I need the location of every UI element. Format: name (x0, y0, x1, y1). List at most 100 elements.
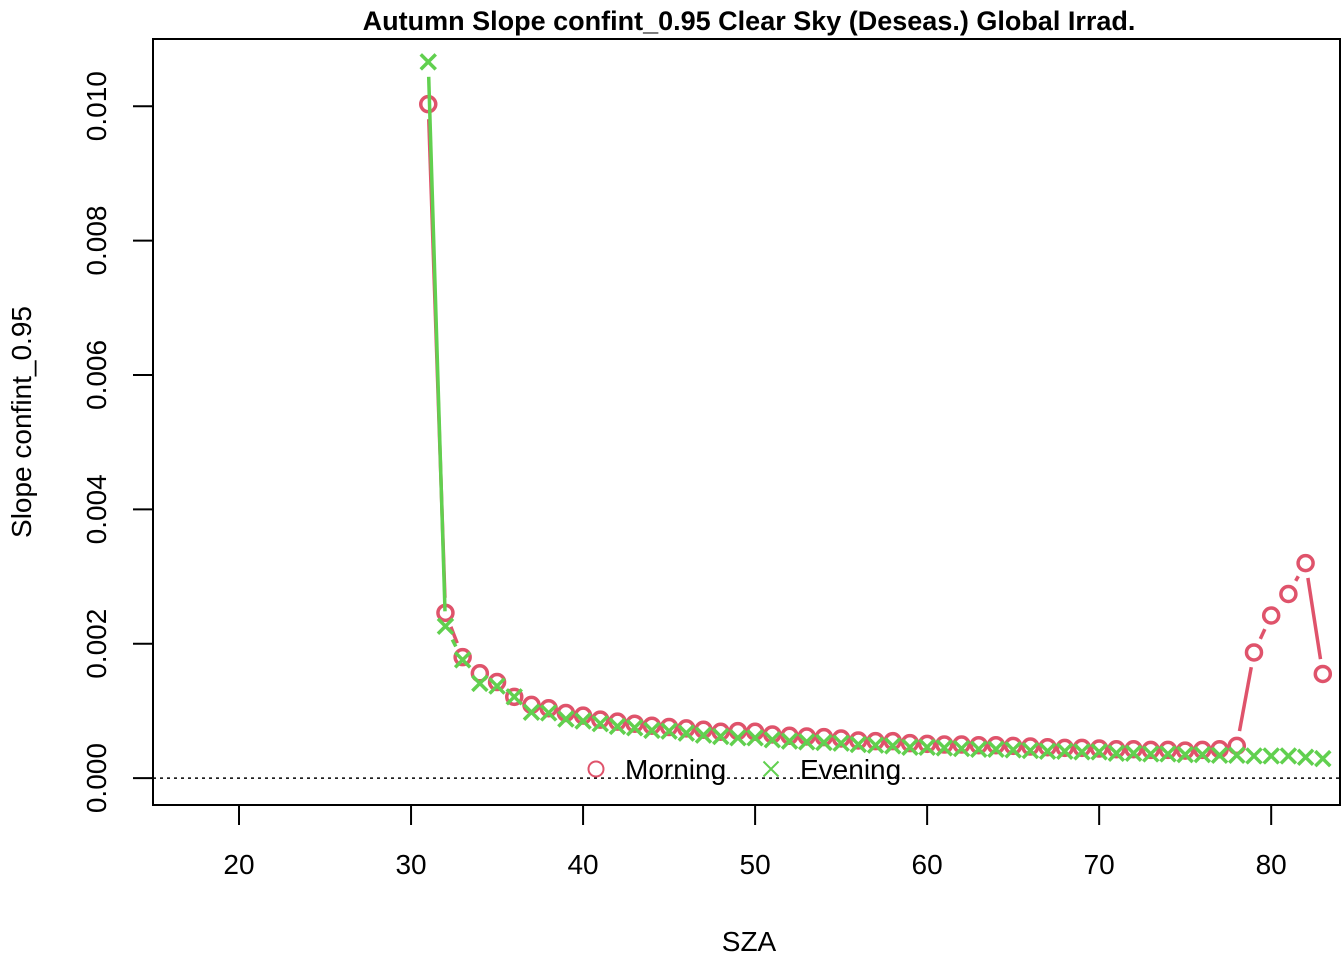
data-point (1296, 748, 1315, 767)
data-point (660, 722, 678, 740)
data-point (487, 672, 507, 692)
data-point (1124, 739, 1143, 759)
legend: Morning Evening (587, 754, 901, 785)
x-tick-label: 70 (1084, 849, 1115, 880)
x-axis-label: SZA (722, 926, 777, 957)
data-point (694, 726, 713, 744)
x-tick-label: 30 (395, 849, 426, 880)
data-point (832, 734, 850, 752)
data-point (1038, 737, 1057, 757)
y-tick-label: 0.002 (81, 609, 112, 679)
chart-title: Autumn Slope confint_0.95 Clear Sky (Des… (363, 6, 1136, 36)
data-point (986, 735, 1006, 755)
data-point (1193, 745, 1212, 764)
data-point (608, 717, 627, 736)
data-point (522, 703, 541, 722)
data-point (591, 714, 610, 733)
data-point (1159, 745, 1177, 763)
data-point (1158, 740, 1178, 760)
data-point (711, 722, 730, 742)
data-point (1142, 745, 1160, 763)
data-point (1244, 643, 1264, 662)
data-point (1279, 747, 1298, 765)
y-tick-label: 0.008 (81, 206, 112, 276)
data-point (1313, 664, 1333, 684)
data-point (1056, 742, 1074, 760)
data-point (1090, 743, 1108, 761)
data-point (987, 740, 1005, 758)
data-point (1314, 749, 1332, 768)
data-point (1228, 746, 1246, 765)
data-point (1021, 741, 1040, 760)
data-point (453, 651, 472, 669)
data-point (1107, 744, 1126, 762)
data-point (591, 710, 610, 729)
data-point (1124, 744, 1143, 762)
data-point (952, 735, 971, 754)
data-point (952, 739, 971, 758)
data-point (969, 735, 988, 755)
data-point (1107, 739, 1126, 759)
data-point (608, 712, 627, 731)
data-point (831, 729, 851, 748)
data-point (1262, 747, 1280, 765)
data-point (505, 687, 524, 707)
y-tick-label: 0.006 (81, 340, 112, 410)
data-point (505, 688, 523, 706)
data-point (659, 717, 679, 737)
data-point (471, 674, 489, 693)
data-point (900, 733, 920, 753)
data-point (1141, 740, 1161, 760)
series-segment (1258, 628, 1267, 640)
data-point (763, 731, 782, 749)
data-point (574, 712, 592, 730)
x-tick-label: 40 (567, 849, 598, 880)
x-tick-label: 20 (223, 849, 254, 880)
series-morning (418, 94, 1333, 760)
data-point (883, 731, 902, 751)
series-segment (1306, 577, 1323, 660)
legend-label-evening: Evening (800, 754, 901, 785)
data-point (1261, 606, 1281, 625)
data-point (453, 647, 472, 667)
legend-marker-evening (762, 760, 780, 778)
data-point (557, 710, 575, 728)
data-point (643, 721, 661, 740)
x-tick-label: 80 (1256, 849, 1287, 880)
data-point (1038, 742, 1057, 760)
data-point (866, 731, 885, 751)
data-point (729, 729, 747, 747)
data-point (488, 677, 506, 695)
series-segment (426, 76, 447, 612)
data-point (849, 735, 868, 754)
data-point (677, 724, 696, 742)
data-point (1072, 738, 1092, 758)
data-point (866, 736, 885, 754)
data-point (917, 734, 937, 754)
y-tick-label: 0.004 (81, 474, 112, 544)
data-point (1279, 584, 1298, 604)
data-point (1089, 739, 1109, 758)
data-point (711, 727, 730, 746)
y-tick-label: 0.010 (81, 71, 112, 141)
data-point (419, 53, 437, 71)
plot-box (152, 38, 1341, 806)
data-point (1245, 747, 1263, 765)
legend-marker-morning (587, 760, 605, 778)
data-point (746, 729, 764, 747)
x-tick-label: 50 (740, 849, 771, 880)
data-point (1193, 740, 1212, 760)
data-point (1004, 741, 1022, 759)
y-tick-label: 0.000 (81, 743, 112, 813)
data-point (935, 735, 954, 754)
data-point (970, 740, 988, 758)
legend-label-morning: Morning (625, 754, 726, 785)
data-point (470, 664, 490, 683)
data-point (1296, 553, 1315, 573)
data-point (918, 738, 936, 756)
data-point (625, 714, 644, 733)
data-point (849, 731, 868, 750)
data-point (677, 719, 696, 738)
data-point (539, 698, 558, 718)
